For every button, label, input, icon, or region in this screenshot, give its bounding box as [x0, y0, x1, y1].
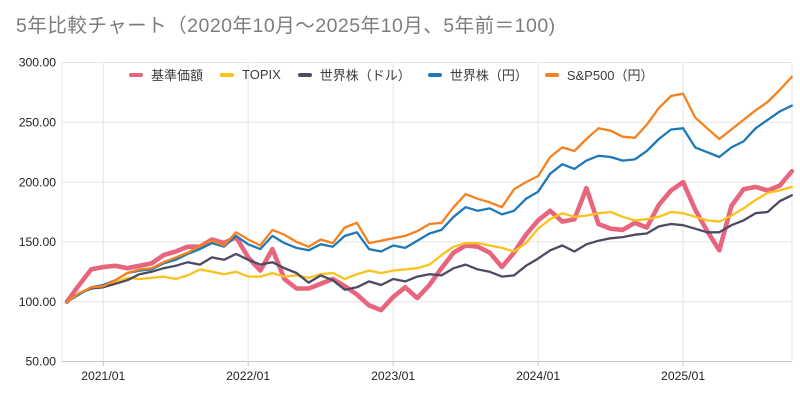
legend-swatch-icon [544, 72, 559, 77]
x-axis-labels: 2021/01 2022/01 2023/01 2024/01 2025/01 [81, 369, 705, 383]
legend-label: 世界株（円） [449, 68, 528, 83]
x-axis-label: 2025/01 [661, 369, 705, 383]
x-axis-label: 2021/01 [81, 369, 125, 383]
y-axis-label: 250.00 [19, 116, 56, 130]
legend-swatch-icon [129, 72, 143, 77]
y-axis-label: 300.00 [19, 56, 56, 70]
line-fund-price [64, 169, 795, 313]
legend: 基準価額 TOPIX 世界株（ドル） 世界株（円） S&P500（円） [129, 65, 654, 84]
legend-swatch-icon [427, 72, 442, 77]
y-axis-label: 50.00 [26, 355, 57, 369]
legend-swatch-icon [220, 72, 235, 77]
line-world-stock-usd [65, 194, 793, 303]
legend-swatch-icon [297, 72, 312, 77]
legend-label: 基準価額 [151, 68, 204, 83]
legend-item-fund-price[interactable]: 基準価額 [129, 65, 203, 84]
gridlines [61, 62, 793, 366]
line-sp500-jpy [65, 75, 793, 303]
legend-item-world-stock-usd[interactable]: 世界株（ドル） [297, 65, 411, 84]
y-axis-label: 200.00 [19, 175, 56, 189]
page-title: 5年比較チャート（2020年10月～2025年10月、5年前＝100) [16, 15, 556, 37]
x-axis-label: 2022/01 [226, 369, 270, 383]
y-axis-label: 150.00 [19, 235, 56, 249]
line-topix [65, 185, 793, 303]
legend-item-topix[interactable]: TOPIX [220, 67, 281, 82]
y-axis-labels: 300.00 250.00 200.00 150.00 100.00 50.00 [19, 56, 57, 369]
y-axis-label: 100.00 [19, 295, 56, 309]
legend-item-world-stock-jpy[interactable]: 世界株（円） [427, 65, 528, 84]
legend-label: TOPIX [242, 67, 281, 82]
legend-label: 世界株（ドル） [319, 68, 411, 83]
x-axis-label: 2023/01 [371, 369, 415, 383]
legend-label: S&P500（円） [566, 68, 654, 83]
legend-item-sp500-jpy[interactable]: S&P500（円） [544, 65, 654, 84]
x-axis-label: 2024/01 [516, 369, 560, 383]
